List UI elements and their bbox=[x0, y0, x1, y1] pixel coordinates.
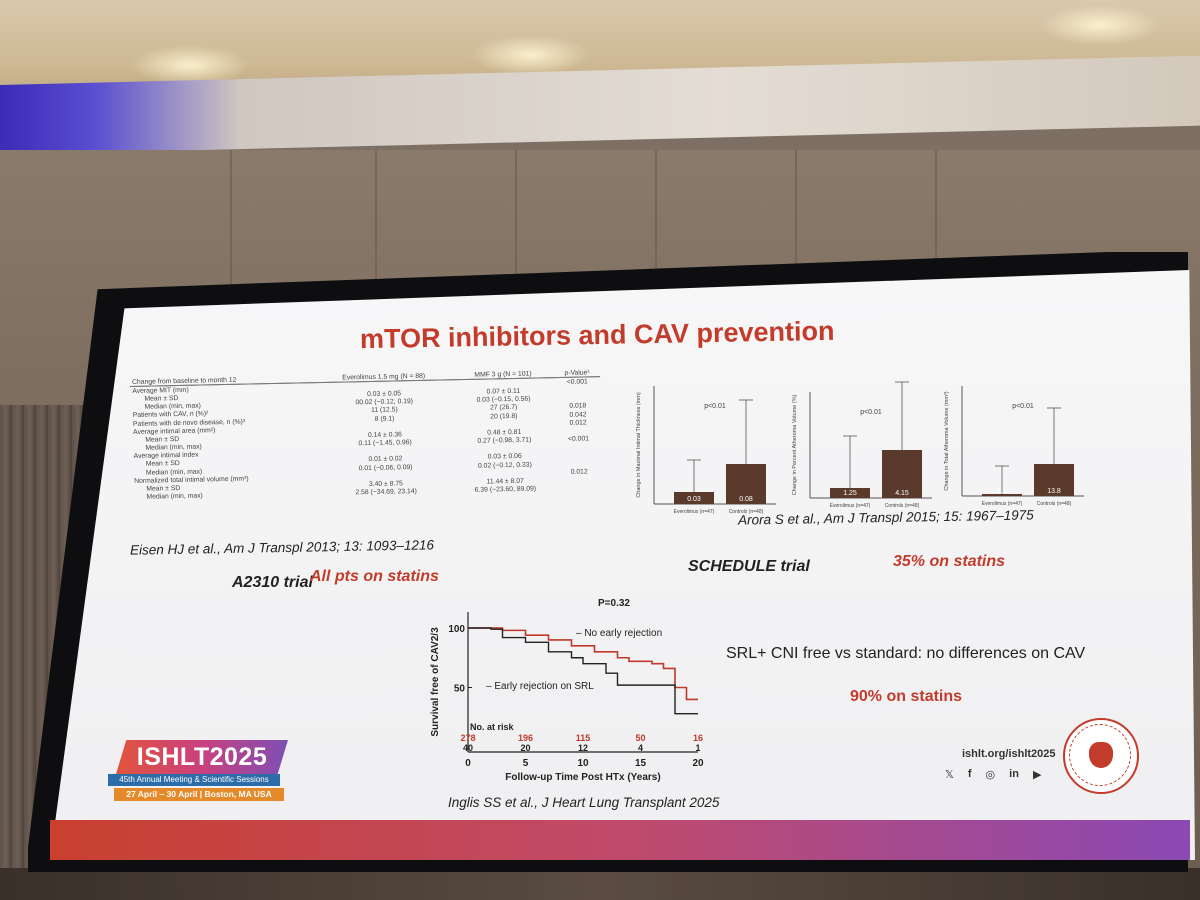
risk-red-value: 16 bbox=[693, 733, 703, 743]
floor bbox=[0, 868, 1200, 900]
instagram-icon: ◎ bbox=[985, 769, 996, 781]
risk-black-value: 1 bbox=[695, 743, 700, 753]
bar bbox=[674, 492, 714, 504]
risk-red-value: 115 bbox=[576, 733, 591, 743]
table-body: Average MIT (mm) <0.001 Mean ± SD 0.03 ± 0.… bbox=[130, 377, 602, 502]
srl-statins: 90% on statins bbox=[850, 688, 963, 705]
p-value-label: p<0.01 bbox=[1012, 403, 1034, 410]
category-label: Controls (n=48) bbox=[885, 503, 920, 509]
schedule-label: SCHEDULE trial bbox=[688, 558, 810, 575]
a2310-statins: All pts on statins bbox=[310, 568, 439, 585]
risk-red-value: 196 bbox=[518, 733, 533, 743]
category-label: Controls (n=48) bbox=[1037, 501, 1072, 507]
logo-main-text: ISHLT2025 bbox=[116, 740, 288, 774]
y-axis-label: Change in Total Atheroma Volume (mm³) bbox=[944, 391, 950, 490]
risk-black-value: 40 bbox=[463, 743, 473, 753]
bar bbox=[982, 494, 1022, 496]
bar-value-label: 0.08 bbox=[739, 496, 753, 503]
bar-value-label: 1.1 bbox=[997, 488, 1007, 495]
early-rejection-curve bbox=[468, 627, 698, 715]
x-tick-label: 0 bbox=[465, 758, 471, 769]
y-tick-label: 100 bbox=[448, 624, 465, 635]
logo-dates: 27 April – 30 April | Boston, MA USA bbox=[114, 788, 284, 801]
risk-black-value: 20 bbox=[520, 743, 530, 753]
heart-lung-icon bbox=[1089, 742, 1113, 768]
legend-red: ‒ No early rejection bbox=[576, 628, 662, 639]
social-icons: 𝕏 f ◎ in ▶ bbox=[945, 768, 1041, 781]
slide-bottom-band bbox=[50, 820, 1190, 860]
srl-statement: SRL+ CNI free vs standard: no difference… bbox=[726, 645, 1086, 662]
bar bbox=[830, 488, 870, 498]
km-citation: Inglis SS et al., J Heart Lung Transplan… bbox=[448, 795, 720, 810]
km-chart: P=0.32 100 50 0 5 10 15 20 Follow-up Time Post H… bbox=[430, 598, 704, 783]
linkedin-icon: in bbox=[1009, 768, 1019, 780]
y-axis-label: Change in Percent Atheroma Volume (%) bbox=[792, 395, 798, 496]
ceiling-light bbox=[130, 45, 250, 85]
risk-red-value: 278 bbox=[460, 733, 475, 743]
x-tick-label: 5 bbox=[523, 758, 529, 769]
x-tick-label: 20 bbox=[692, 758, 704, 769]
category-label: Everolimus (n=47) bbox=[674, 509, 715, 515]
y-tick-label: 50 bbox=[454, 684, 466, 695]
x-icon: 𝕏 bbox=[945, 769, 954, 781]
bar-value-label: 0.03 bbox=[687, 496, 701, 503]
bar-charts: Change in Maximal Intimal Thickness (mm)… bbox=[636, 381, 1084, 515]
risk-table-title: No. at risk bbox=[470, 722, 515, 732]
p-value-label: p<0.01 bbox=[860, 409, 882, 416]
bar-value-label: 1.25 bbox=[843, 490, 857, 497]
schedule-statins: 35% on statins bbox=[893, 553, 1006, 570]
legend-black: ‒ Early rejection on SRL bbox=[486, 681, 594, 692]
ishlt-logo: ISHLT2025 45th Annual Meeting & Scientif… bbox=[108, 738, 288, 804]
facebook-icon: f bbox=[967, 768, 972, 780]
bar-value-label: 13.8 bbox=[1047, 488, 1061, 495]
table-cell bbox=[557, 484, 603, 493]
ceiling-light bbox=[1040, 5, 1160, 45]
risk-black-value: 12 bbox=[578, 743, 588, 753]
y-axis-label: Survival free of CAV2/3 bbox=[430, 627, 441, 737]
category-label: Everolimus (n=47) bbox=[982, 501, 1023, 507]
logo-subtitle: 45th Annual Meeting & Scientific Session… bbox=[108, 774, 280, 786]
society-seal bbox=[1063, 718, 1139, 794]
risk-black-value: 4 bbox=[638, 743, 643, 753]
bar-value-label: 4.15 bbox=[895, 490, 909, 497]
results-table: Change from baseline to month 12 Everolim… bbox=[130, 368, 602, 502]
bar bbox=[1034, 464, 1074, 496]
y-axis-label: Change in Maximal Intimal Thickness (mm) bbox=[636, 392, 642, 498]
no-early-rejection-curve bbox=[468, 627, 698, 701]
x-tick-label: 15 bbox=[635, 758, 647, 769]
bar bbox=[726, 464, 766, 504]
conference-url: ishlt.org/ishlt2025 bbox=[962, 748, 1056, 760]
category-label: Everolimus (n=47) bbox=[830, 503, 871, 509]
ceiling-light bbox=[470, 35, 590, 75]
p-value-label: P=0.32 bbox=[598, 598, 630, 609]
a2310-label: A2310 trial bbox=[232, 574, 313, 591]
bar bbox=[882, 450, 922, 498]
p-value-label: p<0.01 bbox=[704, 403, 726, 410]
seal-ring bbox=[1069, 724, 1131, 786]
category-label: Controls (n=48) bbox=[729, 509, 764, 515]
youtube-icon: ▶ bbox=[1032, 769, 1042, 781]
x-axis-label: Follow-up Time Post HTx (Years) bbox=[505, 772, 660, 783]
risk-red-value: 50 bbox=[635, 733, 645, 743]
x-tick-label: 10 bbox=[577, 758, 589, 769]
